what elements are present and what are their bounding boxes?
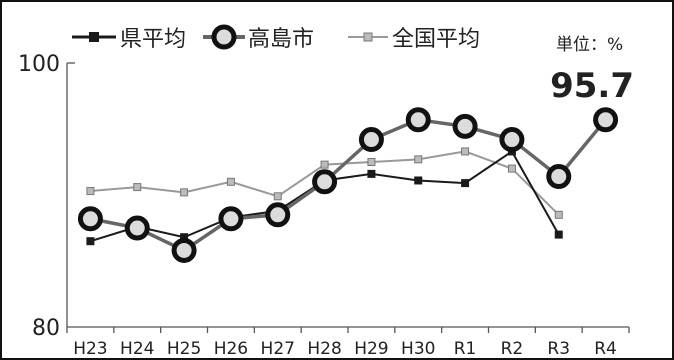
point-takashima-5: [312, 169, 338, 195]
legend-item-prefecture: 県平均: [72, 27, 186, 52]
legend-label-prefecture: 県平均: [120, 27, 186, 52]
series-national: [86, 147, 563, 219]
series-layer: [77, 107, 619, 263]
x-tick-label-R1: R1: [454, 339, 477, 359]
point-national-3: [226, 177, 235, 186]
point-national-4: [273, 192, 282, 201]
x-tick-label-R2: R2: [501, 339, 524, 359]
y-tick-label-100: 100: [18, 52, 60, 77]
x-tick-label-H29: H29: [354, 339, 388, 359]
point-takashima-10: [546, 164, 572, 190]
point-takashima-8: [452, 113, 478, 139]
point-national-2: [180, 188, 189, 197]
point-takashima-11: [593, 107, 619, 133]
x-tick-label-H27: H27: [261, 339, 295, 359]
x-tick-label-R4: R4: [594, 339, 617, 359]
legend-label-takashima: 高島市: [248, 27, 314, 52]
point-prefecture-0: [86, 237, 95, 246]
point-takashima-2: [171, 237, 197, 263]
legend-label-national: 全国平均: [392, 27, 480, 52]
point-national-6: [367, 158, 376, 166]
point-takashima-4: [265, 202, 291, 228]
x-tick-label-H25: H25: [167, 339, 201, 359]
point-national-9: [507, 164, 516, 173]
legend: 県平均 高島市 全国平均: [72, 24, 480, 52]
series-takashima: [77, 107, 619, 263]
point-prefecture-10: [554, 230, 563, 239]
point-takashima-6: [358, 127, 384, 153]
point-national-1: [133, 183, 142, 192]
point-prefecture-7: [414, 176, 423, 185]
point-national-5: [320, 160, 329, 169]
point-national-8: [461, 147, 470, 156]
point-national-7: [414, 155, 423, 164]
point-national-10: [554, 210, 563, 219]
x-tick-label-H24: H24: [120, 339, 154, 359]
point-takashima-9: [499, 127, 525, 153]
point-takashima-0: [77, 206, 103, 232]
point-prefecture-6: [367, 169, 376, 178]
legend-item-takashima: 高島市: [203, 24, 314, 52]
point-prefecture-8: [461, 179, 470, 188]
x-tick-label-H23: H23: [73, 339, 107, 359]
unit-label: 単位：%: [556, 35, 623, 55]
legend-item-national: 全国平均: [348, 27, 480, 52]
y-axis: 100 80: [18, 52, 75, 341]
point-takashima-1: [124, 215, 150, 241]
x-tick-label-H30: H30: [401, 339, 435, 359]
point-takashima-3: [218, 206, 244, 232]
y-tick-label-80: 80: [32, 316, 60, 341]
point-takashima-7: [405, 107, 431, 133]
x-tick-label-H26: H26: [214, 339, 248, 359]
x-tick-label-H28: H28: [307, 339, 341, 359]
callout-value: 95.7: [550, 66, 634, 106]
x-axis: H23 H24 H25 H26 H27 H28 H29 H30 R1 R2 R3 R4: [66, 326, 630, 359]
x-tick-label-R3: R3: [547, 339, 570, 359]
point-prefecture-2: [180, 233, 189, 242]
point-national-0: [86, 187, 95, 196]
